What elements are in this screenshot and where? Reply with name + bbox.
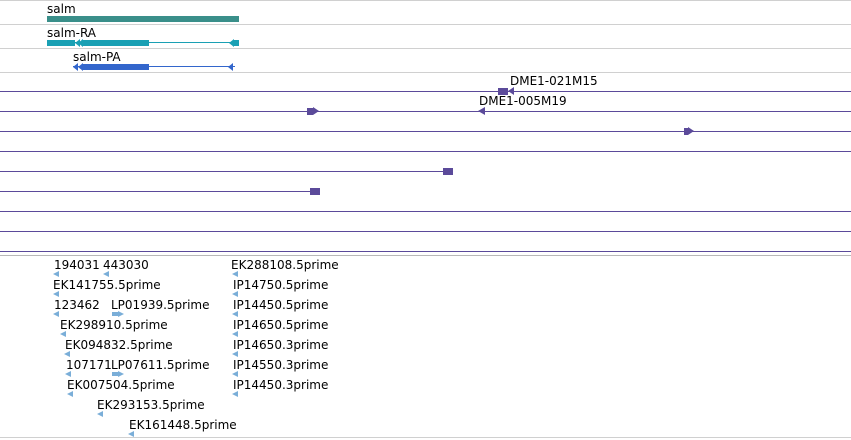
gene-label-salm[interactable]: salm [47, 2, 76, 16]
est-label[interactable]: EK288108.5prime [231, 258, 339, 272]
est-block[interactable] [112, 312, 118, 316]
transcript-feature-salm-pa[interactable] [73, 63, 235, 71]
est-arrow-icon[interactable] [53, 271, 59, 277]
est-arrow-icon[interactable] [118, 371, 124, 377]
exon [233, 40, 239, 46]
track-separator [0, 255, 851, 256]
est-arrow-icon[interactable] [232, 371, 238, 377]
est-arrow-icon[interactable] [53, 291, 59, 297]
est-arrow-icon[interactable] [64, 351, 70, 357]
est-block[interactable] [112, 372, 118, 376]
clone-label-dme1-005m19[interactable]: DME1-005M19 [479, 94, 567, 108]
transcript-feature-salm-ra[interactable] [47, 39, 239, 47]
clone-label-dme1-021m15[interactable]: DME1-021M15 [510, 74, 598, 88]
clone-line[interactable] [0, 111, 851, 112]
clone-end-marker [310, 188, 320, 195]
intron-line [73, 66, 235, 67]
est-arrow-icon[interactable] [232, 351, 238, 357]
track-separator [0, 48, 851, 49]
strand-arrow-icon [229, 39, 234, 47]
est-label[interactable]: LP01939.5prime [111, 298, 210, 312]
est-arrow-icon[interactable] [60, 331, 66, 337]
est-label[interactable]: EK293153.5prime [97, 398, 205, 412]
strand-arrow-icon [78, 63, 83, 71]
strand-arrow-icon [228, 63, 233, 71]
clone-line[interactable] [0, 171, 449, 172]
est-label[interactable]: 194031 [54, 258, 100, 272]
clone-end-marker [443, 168, 453, 175]
est-arrow-icon[interactable] [65, 371, 71, 377]
exon [83, 40, 149, 46]
transcript-label-salm-ra[interactable]: salm-RA [47, 26, 97, 40]
track-separator [0, 0, 851, 1]
est-arrow-icon[interactable] [118, 311, 124, 317]
strand-arrow-icon [75, 39, 80, 47]
est-label[interactable]: EK094832.5prime [65, 338, 173, 352]
strand-arrow-icon [478, 107, 485, 115]
strand-arrow-icon [688, 127, 694, 135]
track-separator [0, 72, 851, 73]
clone-line[interactable] [0, 211, 851, 212]
est-label[interactable]: EK141755.5prime [53, 278, 161, 292]
est-label[interactable]: 443030 [103, 258, 149, 272]
est-label[interactable]: IP14650.5prime [233, 318, 329, 332]
est-arrow-icon[interactable] [232, 331, 238, 337]
transcript-label-salm-pa[interactable]: salm-PA [73, 50, 121, 64]
est-label[interactable]: LP07611.5prime [111, 358, 210, 372]
clone-line[interactable] [0, 91, 851, 92]
est-arrow-icon[interactable] [232, 271, 238, 277]
track-separator [0, 437, 851, 438]
gene-feature-salm[interactable] [47, 16, 239, 22]
est-label[interactable]: IP14550.3prime [233, 358, 329, 372]
exon [47, 40, 75, 46]
est-label[interactable]: IP14450.3prime [233, 378, 329, 392]
est-label[interactable]: IP14450.5prime [233, 298, 329, 312]
est-arrow-icon[interactable] [67, 391, 73, 397]
est-arrow-icon[interactable] [128, 431, 134, 437]
strand-arrow-icon [508, 87, 514, 95]
clone-end-marker [307, 108, 313, 115]
est-label[interactable]: 107171 [66, 358, 112, 372]
strand-arrow-icon [313, 107, 319, 115]
est-arrow-icon[interactable] [232, 311, 238, 317]
clone-end-marker [684, 128, 688, 135]
est-label[interactable]: EK007504.5prime [67, 378, 175, 392]
est-arrow-icon[interactable] [97, 411, 103, 417]
clone-line[interactable] [0, 131, 851, 132]
est-label[interactable]: 123462 [54, 298, 100, 312]
clone-line[interactable] [0, 191, 316, 192]
strand-arrow-icon [73, 63, 78, 71]
clone-line[interactable] [0, 251, 851, 252]
track-separator [0, 24, 851, 25]
est-arrow-icon[interactable] [53, 311, 59, 317]
est-arrow-icon[interactable] [103, 271, 109, 277]
clone-line[interactable] [0, 151, 851, 152]
est-label[interactable]: IP14650.3prime [233, 338, 329, 352]
est-label[interactable]: IP14750.5prime [233, 278, 329, 292]
est-label[interactable]: EK161448.5prime [129, 418, 237, 432]
exon [83, 64, 149, 70]
clone-line[interactable] [0, 231, 851, 232]
strand-arrow-icon [78, 39, 83, 47]
est-label[interactable]: EK298910.5prime [60, 318, 168, 332]
clone-end-marker [498, 88, 508, 95]
est-arrow-icon[interactable] [232, 391, 238, 397]
est-arrow-icon[interactable] [232, 291, 238, 297]
